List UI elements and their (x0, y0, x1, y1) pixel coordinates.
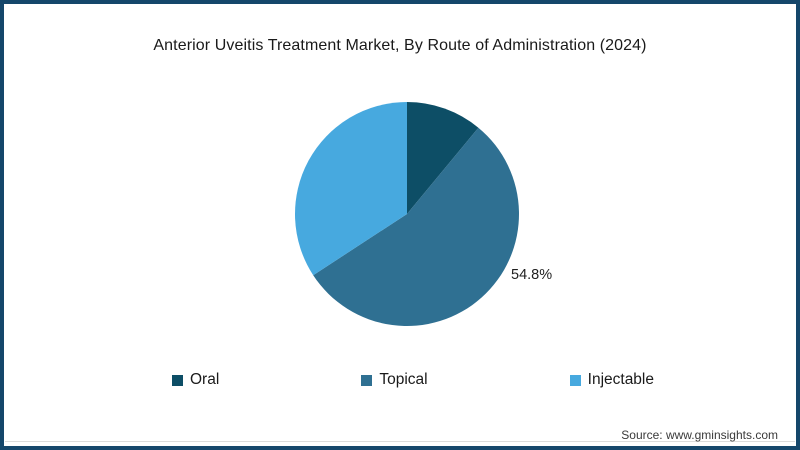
legend: Oral Topical Injectable (172, 371, 654, 389)
chart-title: Anterior Uveitis Treatment Market, By Ro… (153, 37, 647, 54)
legend-label-injectable: Injectable (587, 371, 654, 388)
pie-slice-topical (313, 127, 519, 326)
pie-slice-injectable (295, 102, 407, 276)
legend-item-topical: Topical (361, 371, 428, 389)
pie-chart (295, 102, 519, 326)
topical-percentage-label: 54.8% (511, 267, 553, 283)
legend-item-oral: Oral (172, 371, 219, 389)
footer-divider (5, 441, 795, 442)
pie-slice-oral (407, 102, 479, 214)
injectable-swatch-icon (569, 374, 581, 386)
legend-item-injectable: Injectable (569, 371, 654, 389)
legend-label-topical: Topical (379, 371, 428, 388)
legend-label-oral: Oral (190, 371, 220, 388)
oral-swatch-icon (172, 374, 183, 386)
source-attribution: Source: www.gminsights.com (621, 428, 778, 442)
topical-swatch-icon (361, 374, 373, 386)
